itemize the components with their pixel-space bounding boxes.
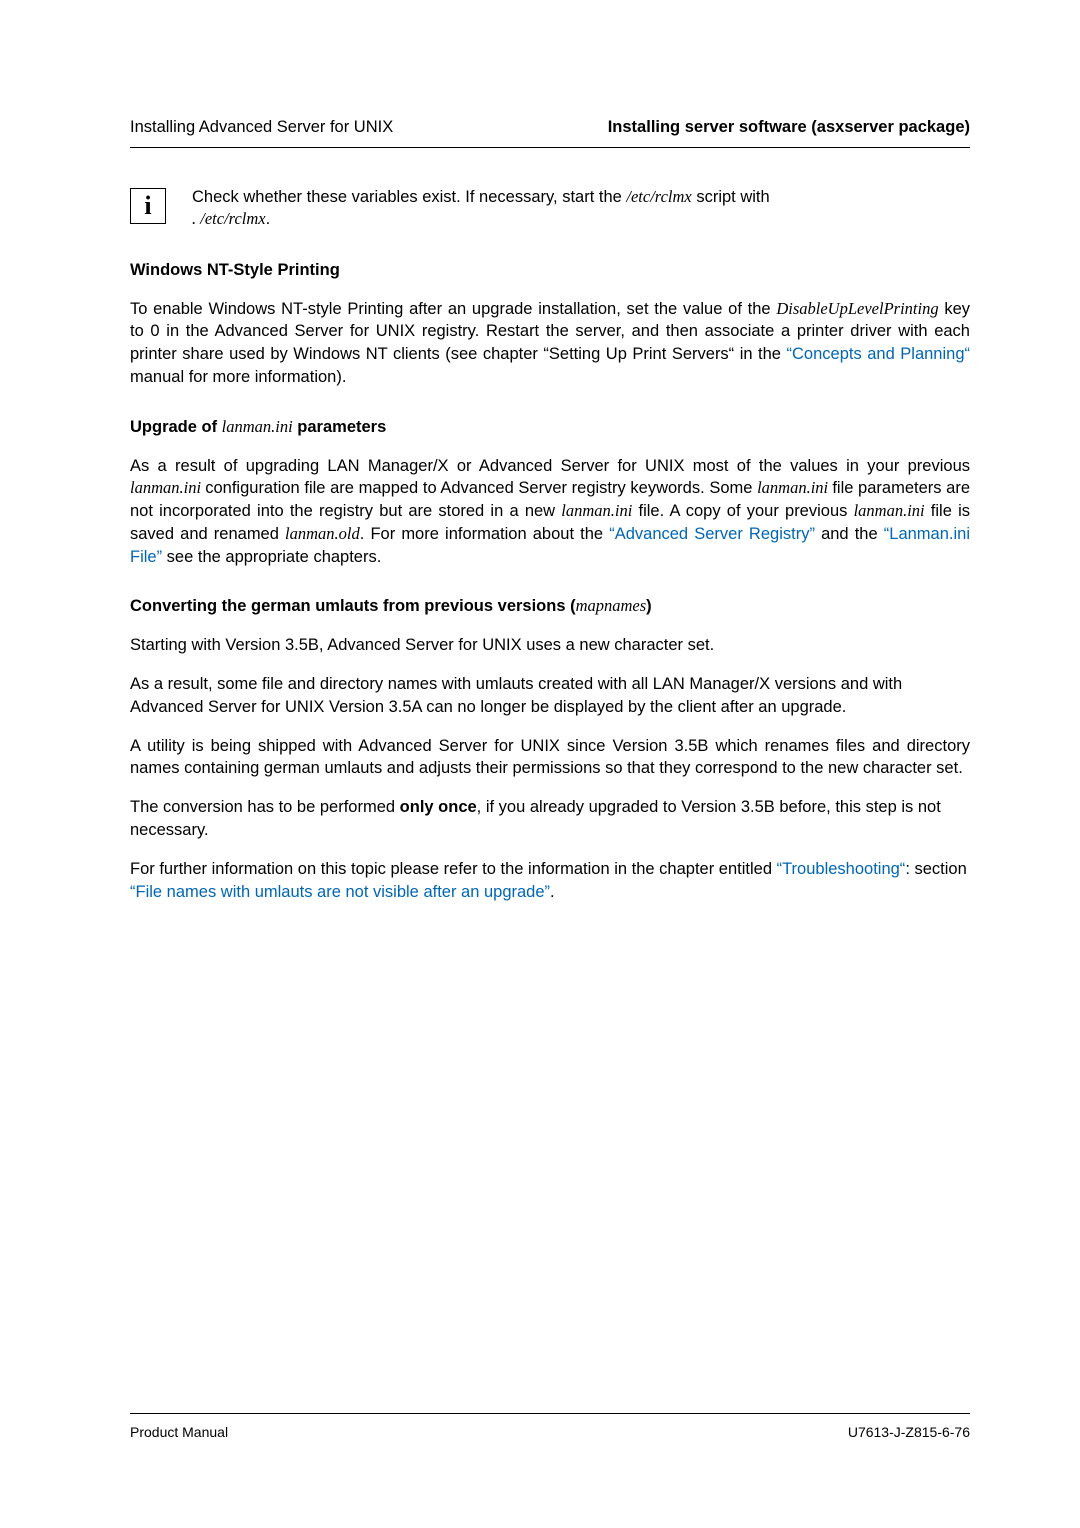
nt-a: To enable Windows NT-style Printing afte… <box>130 300 776 318</box>
footer: Product Manual U7613-J-Z815-6-76 <box>130 1413 970 1440</box>
heading-umlauts: Converting the german umlauts from previ… <box>130 596 970 616</box>
info-callout: i Check whether these variables exist. I… <box>130 186 970 231</box>
info-script-path: /etc/rclmx <box>626 187 691 206</box>
uml-p3: A utility is being shipped with Advanced… <box>130 735 970 781</box>
uml-p5: For further information on this topic pl… <box>130 858 970 904</box>
info-text-after: . <box>266 210 271 228</box>
upg-f2: lanman.ini <box>757 478 832 497</box>
footer-left: Product Manual <box>130 1424 228 1440</box>
para-upgrade: As a result of upgrading LAN Manager/X o… <box>130 455 970 569</box>
nt-key: DisableUpLevelPrinting <box>776 299 938 318</box>
uml-p5a: For further information on this topic pl… <box>130 860 777 878</box>
uml-h-a: Converting the german umlauts from previ… <box>130 597 576 615</box>
uml-h-file: mapnames <box>576 596 647 615</box>
info-cmd: . /etc/rclmx <box>192 209 266 228</box>
nt-c: manual for more information). <box>130 368 346 386</box>
footer-rule <box>130 1413 970 1414</box>
uml-p1: Starting with Version 3.5B, Advanced Ser… <box>130 634 970 657</box>
info-text: Check whether these variables exist. If … <box>192 186 770 231</box>
uml-p4a: The conversion has to be performed <box>130 798 400 816</box>
link-troubleshooting[interactable]: “Troubleshooting“ <box>777 860 906 878</box>
uml-p4bold: only once <box>400 798 477 816</box>
upg-h-b: parameters <box>293 418 387 436</box>
info-text-a: Check whether these variables exist. If … <box>192 188 626 206</box>
upg-f1: lanman.ini <box>130 478 205 497</box>
info-text-mid: script with <box>692 188 770 206</box>
uml-p5c: . <box>550 883 555 901</box>
uml-h-b: ) <box>646 597 652 615</box>
para-nt-printing: To enable Windows NT-style Printing afte… <box>130 298 970 389</box>
upg-h: see the appropriate chapters. <box>162 548 381 566</box>
upg-f3: lanman.ini <box>561 501 632 520</box>
upg-f5: lanman.old <box>285 524 360 543</box>
link-filenames-umlauts[interactable]: “File names with umlauts are not visible… <box>130 883 550 901</box>
upg-f: . For more information about the <box>360 525 609 543</box>
info-icon: i <box>130 188 166 224</box>
upg-b: configuration file are mapped to Advance… <box>205 479 757 497</box>
footer-right: U7613-J-Z815-6-76 <box>848 1424 970 1440</box>
link-concepts-planning[interactable]: “Concepts and Planning“ <box>787 345 970 363</box>
info-icon-glyph: i <box>144 193 151 219</box>
upg-a: As a result of upgrading LAN Manager/X o… <box>130 457 970 475</box>
upg-f4: lanman.ini <box>854 501 925 520</box>
uml-p4: The conversion has to be performed only … <box>130 796 970 842</box>
heading-upgrade: Upgrade of lanman.ini parameters <box>130 417 970 437</box>
link-registry[interactable]: “Advanced Server Registry” <box>609 525 815 543</box>
upg-h-file: lanman.ini <box>222 417 293 436</box>
upg-g: and the <box>815 525 884 543</box>
header-left: Installing Advanced Server for UNIX <box>130 118 393 137</box>
header-right: Installing server software (asxserver pa… <box>608 118 970 137</box>
uml-p5b: : section <box>905 860 966 878</box>
uml-p2: As a result, some file and directory nam… <box>130 673 970 719</box>
upg-d: file. A copy of your previous <box>632 502 853 520</box>
upg-h-a: Upgrade of <box>130 418 222 436</box>
header-rule <box>130 147 970 148</box>
heading-nt-printing: Windows NT-Style Printing <box>130 261 970 280</box>
